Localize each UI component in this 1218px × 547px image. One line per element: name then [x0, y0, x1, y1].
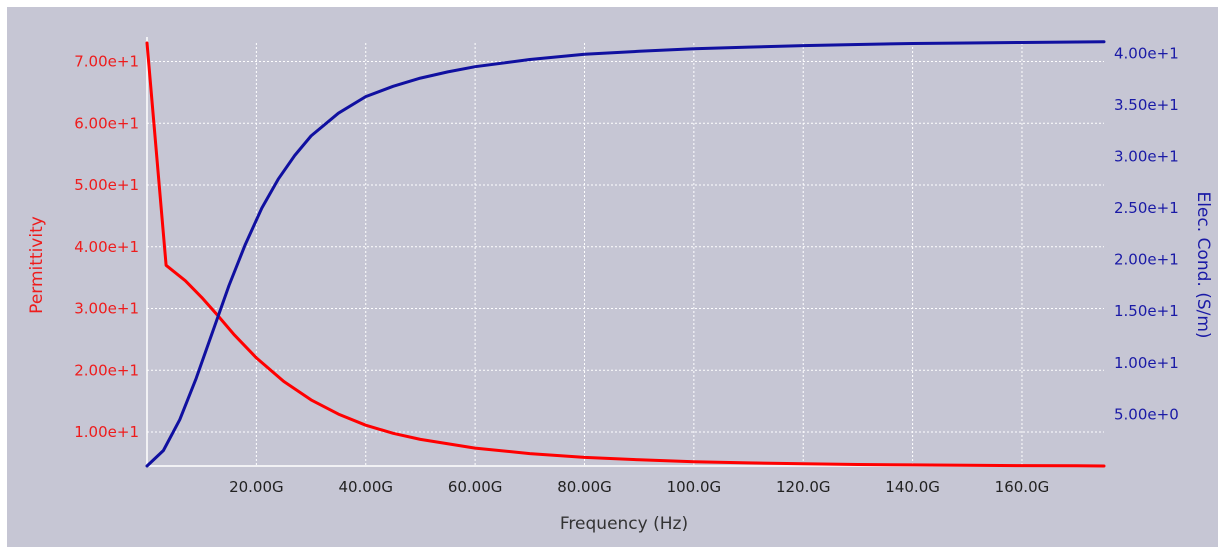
series-lines: [145, 40, 1106, 468]
x-tick-label: 20.00G: [229, 478, 284, 496]
y-right-tick-label: 3.00e+1: [1114, 147, 1179, 165]
y-right-tick-label: 2.50e+1: [1114, 199, 1179, 217]
x-tick-label: 80.00G: [557, 478, 612, 496]
y-right-tick-label: 1.00e+1: [1114, 354, 1179, 372]
y-right-tick-label: 2.00e+1: [1114, 251, 1179, 269]
x-tick-label: 100.0G: [667, 478, 722, 496]
y-left-axis-title: Permittivity: [27, 216, 47, 314]
y-right-tick-label: 4.00e+1: [1114, 44, 1179, 62]
tick-labels: 20.00G 40.00G 60.00G 80.00G 100.0G 120.0G 140.…: [74, 44, 1179, 496]
y-left-tick-label: 1.00e+1: [74, 423, 139, 441]
axes: [146, 37, 1104, 467]
y-left-tick-label: 7.00e+1: [74, 53, 139, 71]
dual-axis-line-chart: 20.00G 40.00G 60.00G 80.00G 100.0G 120.0G 140.…: [27, 37, 1213, 534]
x-tick-label: 40.00G: [338, 478, 393, 496]
conductivity-series-line: [145, 40, 1106, 468]
y-left-tick-label: 5.00e+1: [74, 176, 139, 194]
x-axis-title: Frequency (Hz): [560, 514, 688, 534]
y-left-tick-label: 2.00e+1: [74, 361, 139, 379]
grid-lines: [147, 43, 1104, 466]
chart-background: 20.00G 40.00G 60.00G 80.00G 100.0G 120.0G 140.…: [7, 7, 1218, 547]
x-tick-label: 140.0G: [885, 478, 940, 496]
permittivity-series-line: [145, 41, 1106, 468]
x-tick-label: 120.0G: [776, 478, 831, 496]
y-right-tick-label: 1.50e+1: [1114, 302, 1179, 320]
y-right-tick-label: 3.50e+1: [1114, 96, 1179, 114]
y-right-axis-title: Elec. Cond. (S/m): [1193, 191, 1213, 338]
y-left-tick-label: 3.00e+1: [74, 300, 139, 318]
y-left-tick-label: 4.00e+1: [74, 238, 139, 256]
x-tick-label: 160.0G: [995, 478, 1050, 496]
x-tick-label: 60.00G: [448, 478, 503, 496]
y-left-tick-label: 6.00e+1: [74, 114, 139, 132]
y-right-tick-label: 5.00e+0: [1114, 405, 1179, 423]
